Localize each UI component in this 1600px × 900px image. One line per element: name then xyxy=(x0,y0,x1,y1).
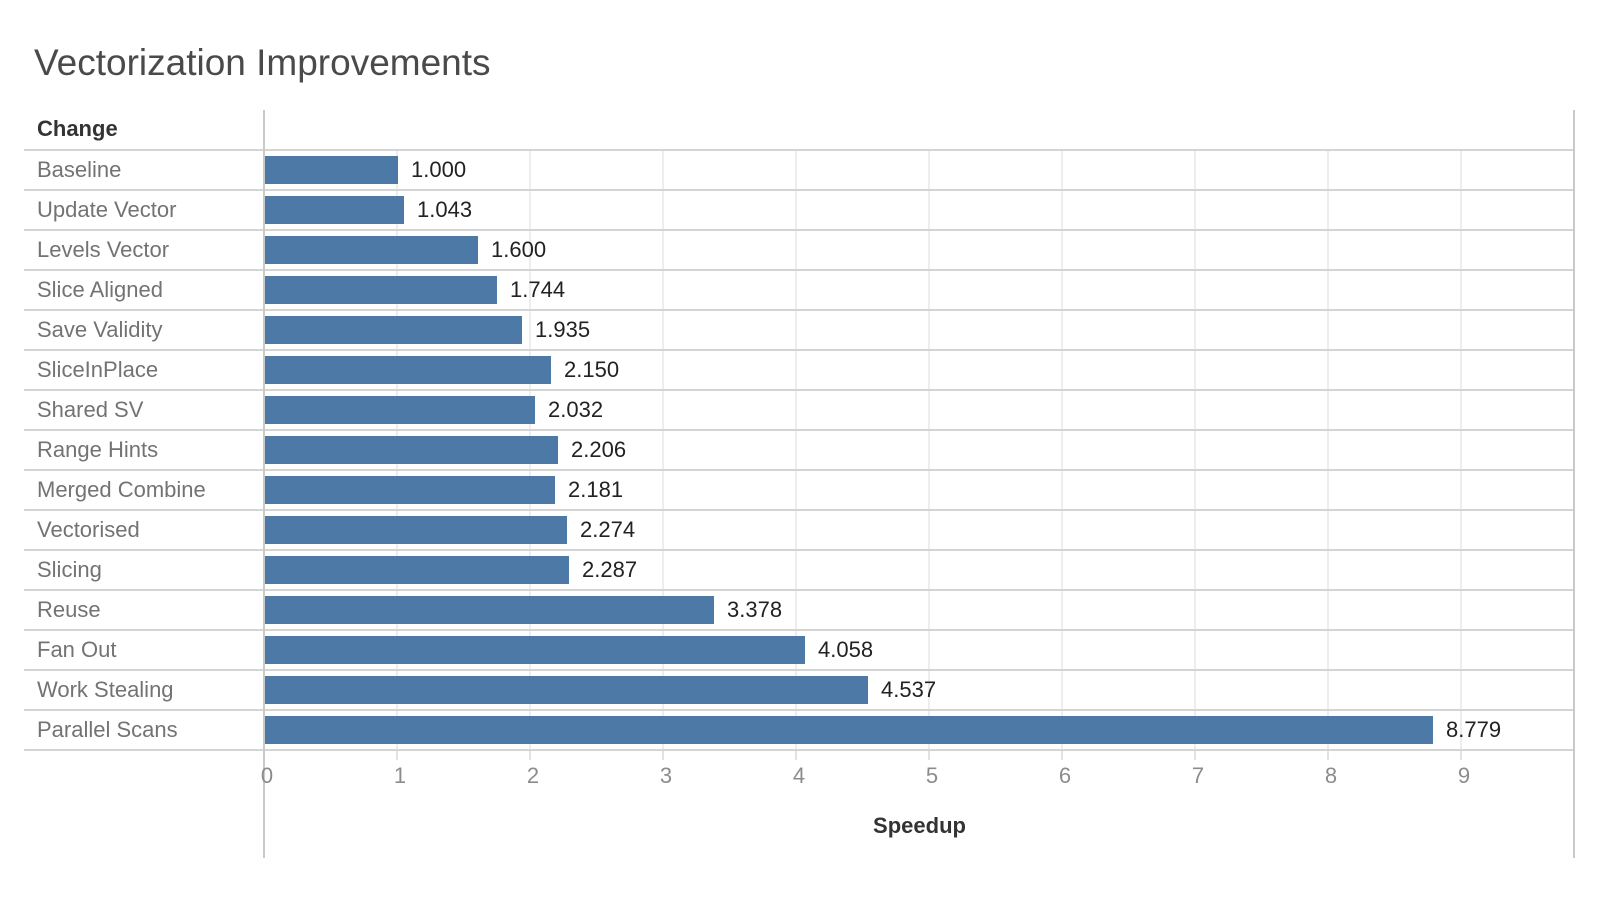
category-label: Update Vector xyxy=(37,197,177,222)
bar[interactable] xyxy=(265,556,569,584)
x-tick-mark xyxy=(662,751,664,760)
x-tick-label: 8 xyxy=(1324,763,1338,788)
x-tick-label: 0 xyxy=(260,763,274,788)
value-label: 1.043 xyxy=(417,197,473,222)
row-divider xyxy=(24,189,1575,191)
row-divider xyxy=(24,269,1575,271)
x-axis-title: Speedup xyxy=(873,813,966,838)
bar[interactable] xyxy=(265,476,555,504)
x-tick-mark xyxy=(795,751,797,760)
bar[interactable] xyxy=(265,636,805,664)
row-divider xyxy=(24,509,1575,511)
category-label: Baseline xyxy=(37,157,122,182)
x-tick-label: 5 xyxy=(925,763,939,788)
x-gridline xyxy=(1460,151,1462,749)
x-tick-mark xyxy=(928,751,930,760)
category-label: Shared SV xyxy=(37,397,144,422)
bar[interactable] xyxy=(265,236,478,264)
x-gridline xyxy=(795,151,797,749)
bar[interactable] xyxy=(265,436,558,464)
category-label: Slice Aligned xyxy=(37,277,163,302)
x-tick-label: 6 xyxy=(1058,763,1072,788)
x-tick-mark xyxy=(1327,751,1329,760)
x-gridline xyxy=(1327,151,1329,749)
category-label: Parallel Scans xyxy=(37,717,178,742)
bar[interactable] xyxy=(265,676,868,704)
bar[interactable] xyxy=(265,316,522,344)
plot-right-border xyxy=(1573,110,1575,858)
bar[interactable] xyxy=(265,196,404,224)
category-label: Slicing xyxy=(37,557,102,582)
row-divider xyxy=(24,549,1575,551)
x-tick-label: 3 xyxy=(659,763,673,788)
x-tick-mark xyxy=(396,751,398,760)
category-label: Fan Out xyxy=(37,637,117,662)
category-label: Range Hints xyxy=(37,437,159,462)
category-label: Merged Combine xyxy=(37,477,206,502)
value-label: 1.000 xyxy=(411,157,467,182)
value-label: 2.287 xyxy=(582,557,638,582)
value-label: 1.600 xyxy=(491,237,547,262)
x-tick-mark xyxy=(1194,751,1196,760)
row-divider xyxy=(24,429,1575,431)
x-tick-label: 7 xyxy=(1191,763,1205,788)
value-label: 1.935 xyxy=(535,317,591,342)
bar[interactable] xyxy=(265,596,714,624)
value-label: 2.274 xyxy=(580,517,636,542)
value-label: 2.181 xyxy=(568,477,624,502)
value-label: 4.537 xyxy=(881,677,937,702)
x-tick-label: 2 xyxy=(526,763,540,788)
category-label: Work Stealing xyxy=(37,677,174,702)
row-divider xyxy=(24,589,1575,591)
value-label: 8.779 xyxy=(1446,717,1502,742)
row-divider xyxy=(24,229,1575,231)
x-tick-mark xyxy=(1061,751,1063,760)
x-tick-label: 9 xyxy=(1457,763,1471,788)
x-tick-label: 1 xyxy=(393,763,407,788)
category-label: Reuse xyxy=(37,597,101,622)
row-divider xyxy=(24,669,1575,671)
row-divider xyxy=(24,749,1575,751)
bar[interactable] xyxy=(265,356,551,384)
value-label: 2.150 xyxy=(564,357,620,382)
x-gridline xyxy=(1061,151,1063,749)
value-label: 3.378 xyxy=(727,597,783,622)
row-divider xyxy=(24,629,1575,631)
bar[interactable] xyxy=(265,396,535,424)
x-tick-mark xyxy=(1460,751,1462,760)
row-divider xyxy=(24,389,1575,391)
row-divider xyxy=(24,149,1575,151)
value-label: 2.032 xyxy=(548,397,604,422)
value-label: 2.206 xyxy=(571,437,627,462)
value-label: 4.058 xyxy=(818,637,874,662)
category-label: Levels Vector xyxy=(37,237,170,262)
bar[interactable] xyxy=(265,156,398,184)
chart-title: Vectorization Improvements xyxy=(34,42,491,83)
bar[interactable] xyxy=(265,716,1433,744)
category-label: SliceInPlace xyxy=(37,357,159,382)
x-gridline xyxy=(662,151,664,749)
row-divider xyxy=(24,469,1575,471)
x-tick-mark xyxy=(529,751,531,760)
x-gridline xyxy=(1194,151,1196,749)
category-column-header: Change xyxy=(37,116,118,141)
x-tick-label: 4 xyxy=(792,763,806,788)
row-divider xyxy=(24,309,1575,311)
row-divider xyxy=(24,349,1575,351)
bar[interactable] xyxy=(265,276,497,304)
category-label: Vectorised xyxy=(37,517,140,542)
y-axis-line xyxy=(263,110,265,858)
row-divider xyxy=(24,709,1575,711)
value-label: 1.744 xyxy=(510,277,566,302)
category-label: Save Validity xyxy=(37,317,163,342)
bar[interactable] xyxy=(265,516,567,544)
x-gridline xyxy=(928,151,930,749)
